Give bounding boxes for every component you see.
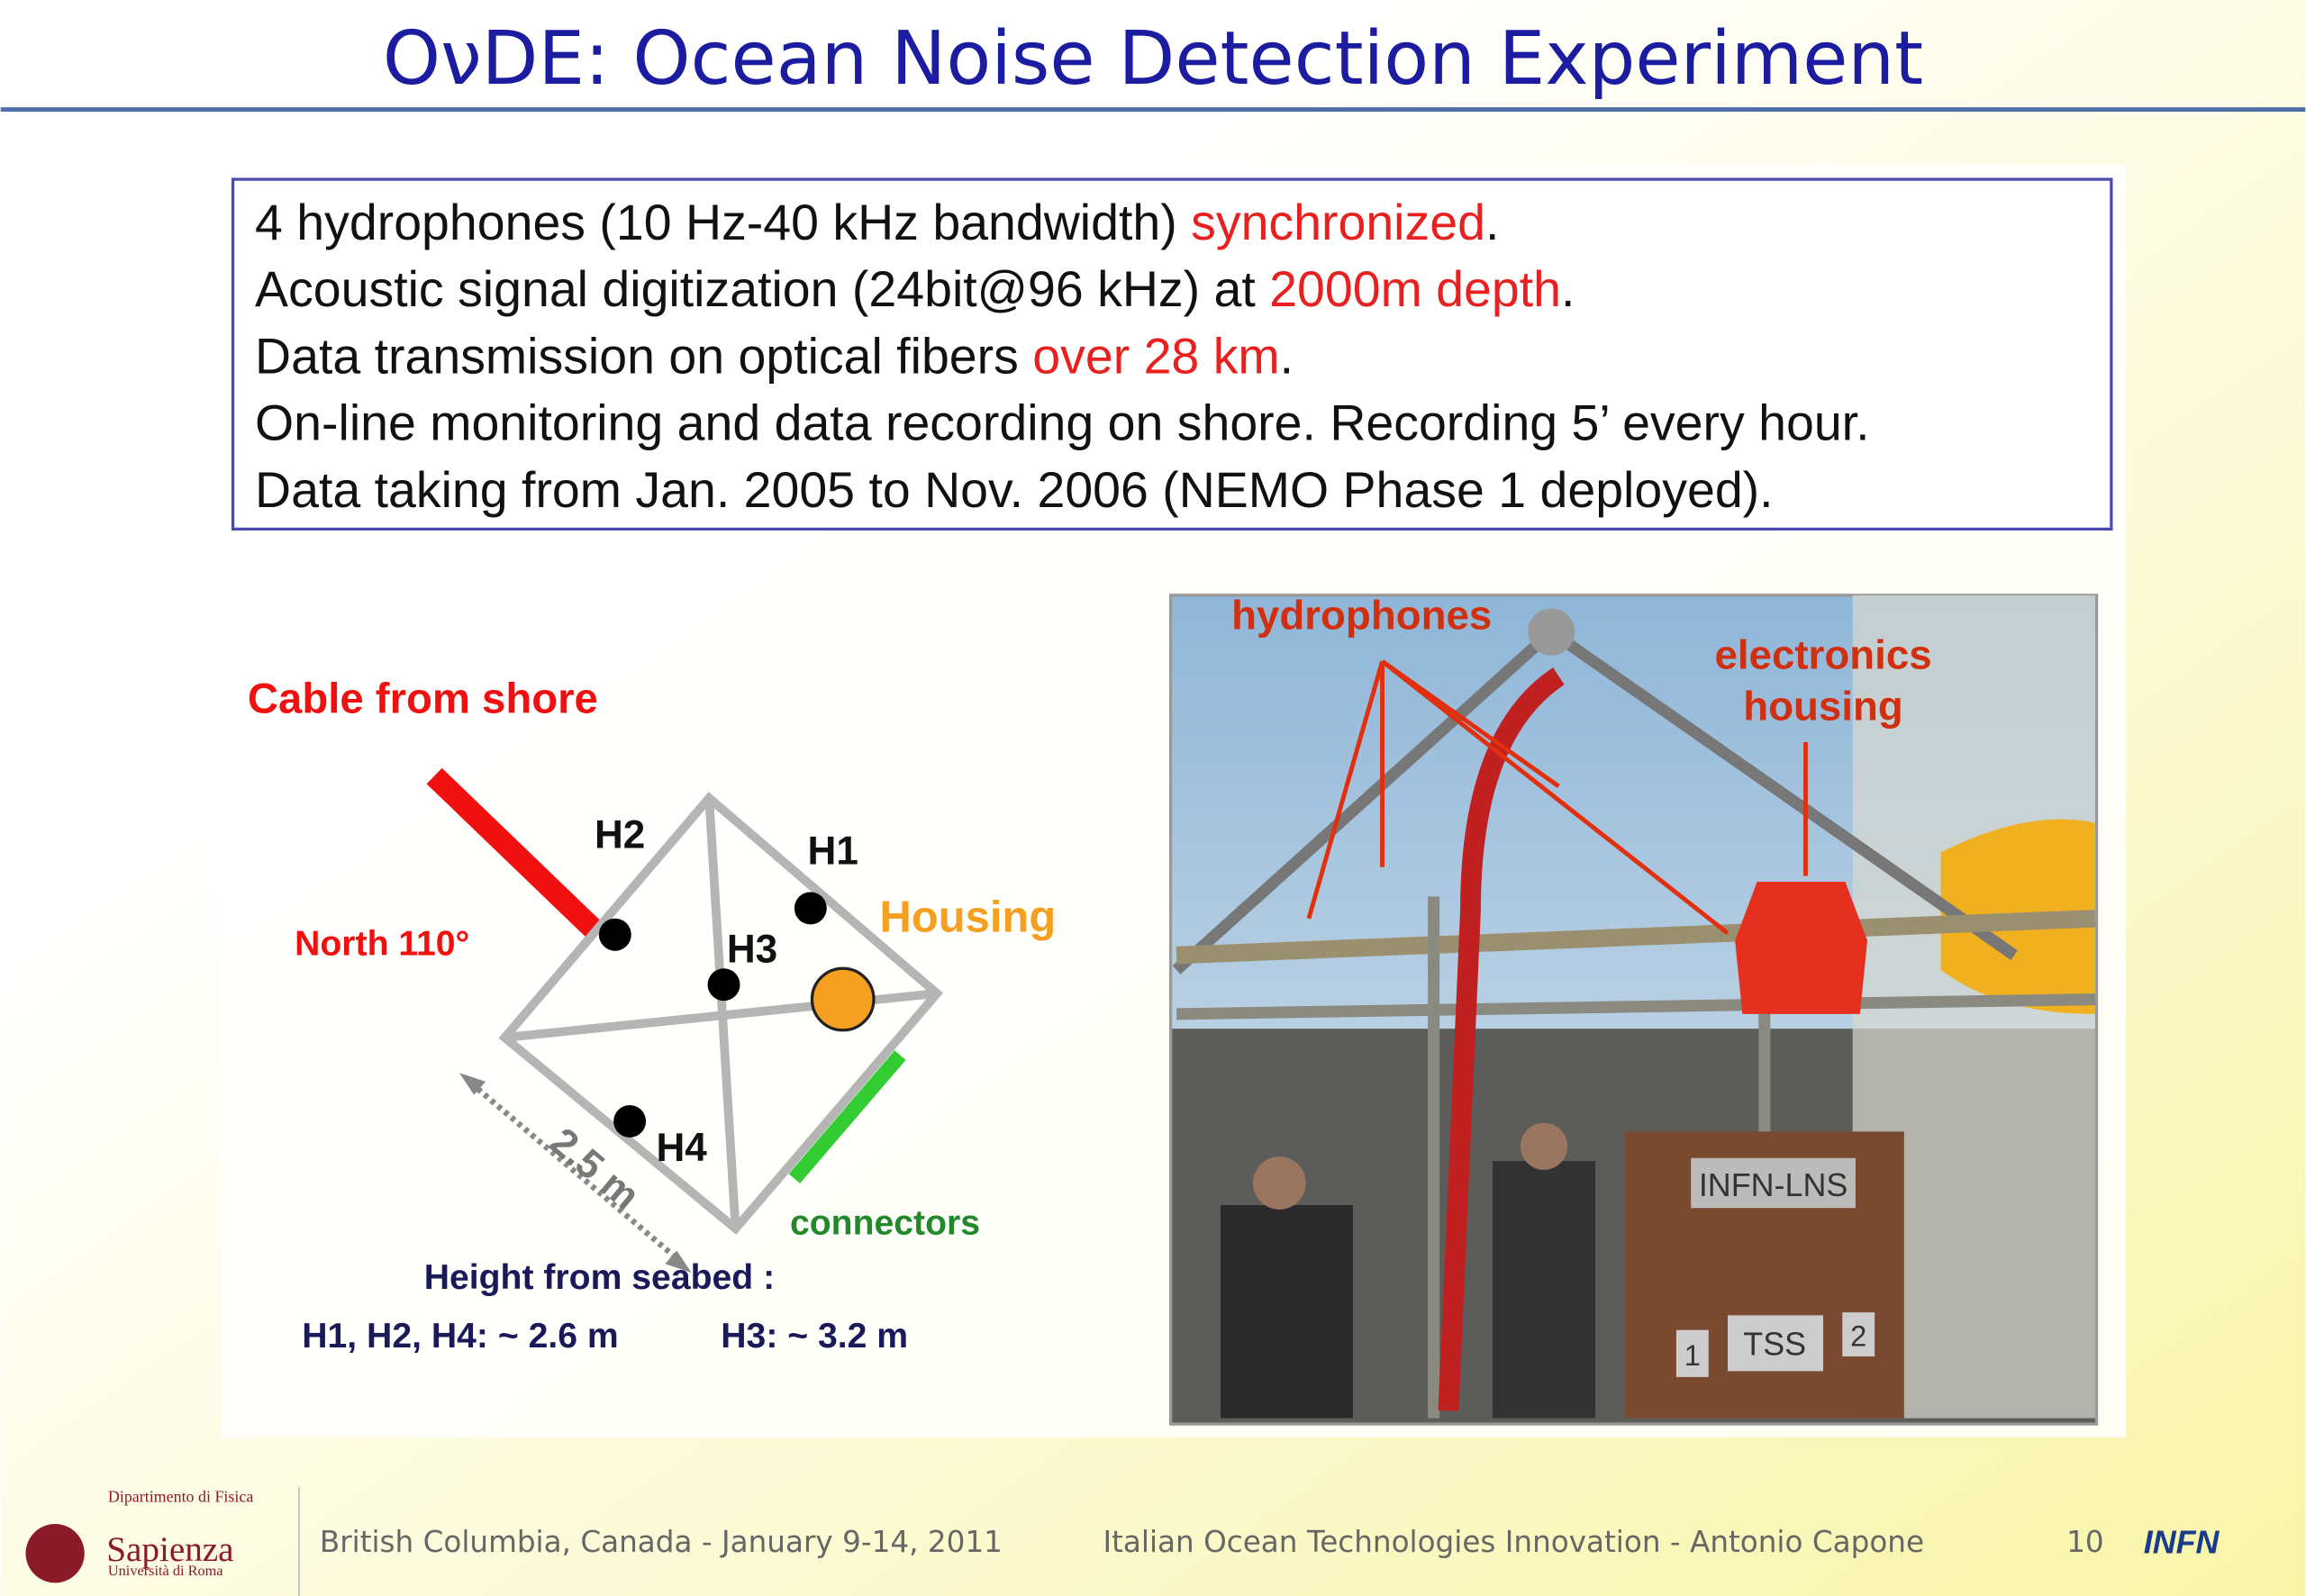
- bullet-segment: synchronized: [1191, 195, 1485, 250]
- sign-text: 1: [1684, 1338, 1701, 1372]
- sign: [1842, 1312, 1875, 1357]
- cable-label: Cable from shore: [248, 675, 598, 722]
- bullet-segment: 4 hydrophones (10 Hz-40 kHz bandwidth): [255, 195, 1191, 250]
- hydrophone-dot: [613, 1105, 647, 1138]
- title-rule: [0, 107, 2306, 113]
- person: [1252, 1156, 1306, 1210]
- arrow-head: [458, 1073, 486, 1095]
- footer-event: British Columbia, Canada - January 9-14,…: [320, 1525, 1003, 1559]
- footer: Dipartimento di Fisica Sapienza Universi…: [25, 1487, 2220, 1596]
- sign: [1675, 1329, 1709, 1377]
- bullet-segment: over 28 km: [1032, 328, 1279, 384]
- bullet-segment: 2000m depth: [1269, 261, 1561, 317]
- hydrophone-dot: [794, 892, 827, 925]
- connectors-label: connectors: [790, 1204, 980, 1243]
- cable: [426, 767, 601, 938]
- photo: INFN-LNS TSS 1 2 hydrophones electronics…: [1168, 592, 2099, 1426]
- frame-bar: [1548, 627, 2018, 960]
- bullet-segment: Data taking from Jan. 2005 to Nov. 2006 …: [255, 462, 1774, 518]
- bullet-line: 4 hydrophones (10 Hz-40 kHz bandwidth) s…: [255, 195, 1499, 250]
- hydrophone-diagram: Cable from shore North 110° H2 H1 H3 H4 …: [248, 675, 1056, 1356]
- sign-text: INFN-LNS: [1699, 1167, 1848, 1203]
- dimension-line: [468, 1081, 682, 1264]
- infn-logo: INFN: [2144, 1525, 2220, 1561]
- sign: [1691, 1157, 1856, 1209]
- cable: [1438, 667, 1565, 1411]
- bullet-segment: On-line monitoring and data recording on…: [255, 395, 1869, 451]
- slide-title: OνDE: Ocean Noise Detection Experiment: [383, 16, 1923, 102]
- h3-label: H3: [727, 928, 777, 972]
- bullet-segment: .: [1485, 195, 1499, 250]
- bullet-list: 4 hydrophones (10 Hz-40 kHz bandwidth) s…: [255, 195, 1869, 518]
- connectors-bar: [788, 1050, 906, 1183]
- h1-label: H1: [808, 829, 858, 873]
- sign: [1727, 1315, 1824, 1372]
- north-label: North 110°: [295, 925, 469, 964]
- university: Sapienza: [106, 1530, 233, 1569]
- electronics-label: electronics: [1714, 631, 1931, 677]
- frame-bar: [1176, 910, 2096, 965]
- bullet-segment: .: [1561, 261, 1575, 317]
- sign-text: 2: [1850, 1319, 1866, 1353]
- height-heading: Height from seabed :: [424, 1258, 775, 1297]
- hydrophones-label: hydrophones: [1231, 592, 1492, 638]
- bullet-line: Data transmission on optical fibers over…: [255, 328, 1294, 384]
- university-seal: [25, 1524, 85, 1583]
- height-h124: H1, H2, H4: ~ 2.6 m: [302, 1317, 618, 1356]
- bullet-segment: .: [1280, 328, 1294, 384]
- page-number: 10: [2066, 1525, 2104, 1559]
- bullet-line: On-line monitoring and data recording on…: [255, 395, 1869, 451]
- frame-bar: [1176, 993, 2096, 1020]
- h4-label: H4: [656, 1126, 707, 1170]
- department: Dipartimento di Fisica: [108, 1488, 253, 1506]
- person: [1492, 1161, 1596, 1419]
- electronics-housing: [1735, 882, 1867, 1014]
- h2-label: H2: [595, 812, 645, 857]
- pointer-arrows: [1306, 659, 1808, 936]
- hydrophone: [1528, 608, 1575, 656]
- footer-talk: Italian Ocean Technologies Innovation - …: [1103, 1525, 1925, 1559]
- height-h3: H3: ~ 3.2 m: [721, 1317, 908, 1356]
- bullet-segment: Acoustic signal digitization (24bit@96 k…: [255, 261, 1269, 317]
- housing-label: Housing: [880, 893, 1057, 941]
- bullet-box: [231, 177, 2113, 531]
- frame-bar: [1172, 627, 1556, 975]
- housing-marker: [810, 966, 876, 1032]
- university-sub: Università di Roma: [108, 1562, 223, 1579]
- housing-label: housing: [1743, 684, 1903, 730]
- person: [1221, 1204, 1353, 1419]
- person: [1520, 1122, 1568, 1170]
- bullet-segment: Data transmission on optical fibers: [255, 328, 1032, 384]
- bullet-line: Data taking from Jan. 2005 to Nov. 2006 …: [255, 462, 1774, 518]
- hydrophone-dot: [707, 968, 740, 1002]
- hydrophone-dot: [598, 918, 631, 951]
- sign-text: TSS: [1743, 1326, 1806, 1362]
- bullet-line: Acoustic signal digitization (24bit@96 k…: [255, 261, 1575, 317]
- arrow-head: [665, 1250, 692, 1274]
